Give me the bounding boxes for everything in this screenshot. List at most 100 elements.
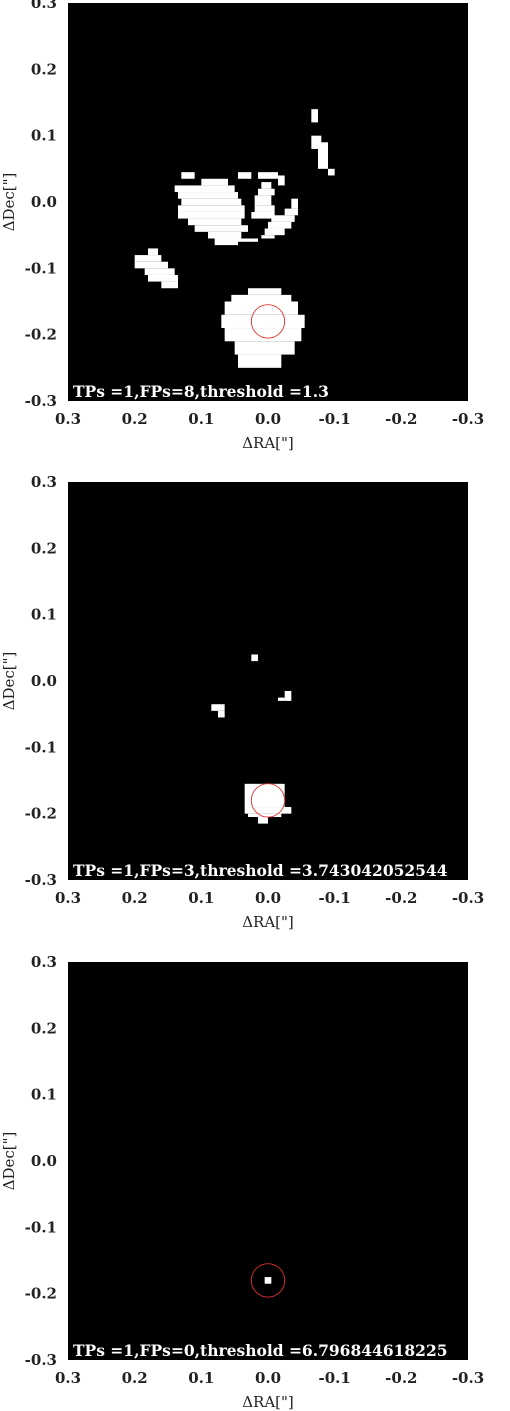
x-tick-label: -0.3	[452, 1369, 484, 1387]
mask-pixel-region	[251, 654, 258, 661]
subplot-1: 0.3 0.2 0.1 0.0 -0.1 -0.2 -0.30.30.20.10.0-0.1…	[0, 0, 484, 452]
y-tick-label: -0.1	[25, 1218, 57, 1236]
x-tick-label: 0.1	[188, 410, 214, 428]
mask-pixel-region	[238, 355, 281, 368]
mask-pixel-region	[225, 302, 298, 315]
mask-pixel-region	[278, 698, 285, 701]
mask-pixel-region	[221, 315, 304, 328]
y-tick-label: 0.0	[31, 1152, 57, 1170]
x-tick-label: -0.2	[385, 1369, 417, 1387]
x-tick-label: 0.3	[55, 1369, 81, 1387]
mask-pixel-region	[261, 235, 274, 238]
mask-pixel-region	[208, 232, 241, 239]
mask-pixel-region	[195, 225, 248, 232]
x-tick-label: 0.1	[188, 1369, 214, 1387]
mask-pixel-region	[181, 199, 241, 206]
detection-summary-label: TPs =1,FPs=3,threshold =3.743042052544	[73, 861, 448, 880]
x-tick-label: -0.3	[452, 889, 484, 907]
subplot-3: 0.3 0.2 0.1 0.0 -0.1 -0.2 -0.30.30.20.10.0-0.1…	[0, 953, 484, 1411]
mask-pixel-region	[235, 341, 295, 354]
mask-pixel-region	[215, 238, 238, 245]
mask-pixel-region	[225, 328, 302, 341]
x-tick-label: 0.2	[122, 1369, 148, 1387]
y-tick-label: -0.1	[25, 738, 57, 756]
mask-pixel-region	[271, 215, 294, 222]
mask-pixel-region	[231, 295, 291, 302]
mask-pixel-region	[238, 172, 251, 179]
mask-pixel-region	[145, 268, 175, 275]
mask-pixel-region	[258, 817, 268, 824]
mask-pixel-region	[251, 212, 274, 219]
mask-pixel-region	[285, 209, 298, 216]
x-tick-label: 0.3	[55, 410, 81, 428]
mask-pixel-region	[238, 238, 258, 241]
y-tick-label: -0.2	[25, 1285, 57, 1303]
x-axis-label: ΔRA["]	[242, 1393, 294, 1411]
x-tick-label: -0.2	[385, 889, 417, 907]
y-tick-label: 0.2	[31, 60, 57, 78]
y-tick-label: -0.1	[25, 259, 57, 277]
y-tick-label: 0.3	[31, 473, 57, 491]
y-tick-label: -0.3	[25, 871, 57, 889]
y-tick-label: 0.1	[31, 127, 57, 145]
x-tick-label: -0.2	[385, 410, 417, 428]
mask-pixel-region	[178, 205, 245, 212]
mask-pixel-region	[268, 222, 291, 229]
mask-pixel-region	[181, 172, 194, 179]
subplot-2: 0.3 0.2 0.1 0.0 -0.1 -0.2 -0.30.30.20.10.0-0.1…	[0, 473, 484, 931]
mask-pixel-region	[178, 212, 245, 219]
mask-pixel-region	[148, 248, 158, 255]
y-tick-label: 0.3	[31, 953, 57, 971]
y-tick-label: -0.2	[25, 805, 57, 823]
y-axis-label: ΔDec["]	[0, 173, 18, 232]
mask-pixel-region	[188, 219, 241, 226]
x-tick-label: 0.1	[188, 889, 214, 907]
x-tick-label: -0.1	[319, 410, 351, 428]
y-tick-label: -0.3	[25, 1351, 57, 1369]
mask-pixel-region	[255, 195, 272, 205]
y-tick-label: 0.1	[31, 606, 57, 624]
mask-pixel-region	[175, 185, 235, 192]
y-tick-label: 0.3	[31, 0, 57, 12]
x-tick-label: 0.0	[255, 889, 281, 907]
mask-pixel-region	[161, 282, 178, 289]
y-tick-label: 0.2	[31, 1019, 57, 1037]
mask-pixel-region	[255, 205, 275, 212]
mask-pixel-region	[201, 179, 228, 186]
mask-pixel-region	[258, 172, 278, 179]
image-background	[68, 962, 468, 1360]
x-tick-label: 0.2	[122, 410, 148, 428]
detection-summary-label: TPs =1,FPs=8,threshold =1.3	[73, 382, 329, 401]
mask-pixel-region	[318, 142, 328, 169]
mask-pixel-region	[285, 691, 292, 701]
x-axis-label: ΔRA["]	[242, 913, 294, 931]
mask-pixel-region	[311, 109, 318, 122]
x-tick-label: 0.0	[255, 1369, 281, 1387]
x-tick-label: 0.0	[255, 410, 281, 428]
mask-pixel-region	[135, 262, 168, 269]
mask-pixel-region	[278, 175, 285, 185]
mask-pixel-region	[135, 255, 162, 262]
mask-pixel-region	[148, 275, 178, 282]
mask-pixel-region	[211, 704, 224, 711]
y-tick-label: 0.0	[31, 672, 57, 690]
mask-pixel-region	[328, 169, 335, 176]
mask-pixel-region	[248, 288, 281, 295]
mask-pixel-region	[261, 182, 271, 189]
x-tick-label: 0.3	[55, 889, 81, 907]
x-tick-label: 0.2	[122, 889, 148, 907]
x-tick-label: -0.1	[319, 889, 351, 907]
x-tick-label: -0.3	[452, 410, 484, 428]
x-tick-label: -0.1	[319, 1369, 351, 1387]
y-axis-label: ΔDec["]	[0, 1132, 18, 1191]
y-axis-label: ΔDec["]	[0, 652, 18, 711]
mask-pixel-region	[178, 192, 238, 199]
mask-pixel-region	[258, 189, 275, 196]
y-tick-label: 0.2	[31, 539, 57, 557]
y-tick-label: 0.0	[31, 193, 57, 211]
y-tick-label: -0.3	[25, 392, 57, 410]
mask-pixel-region	[218, 711, 225, 718]
mask-pixel-region	[291, 199, 298, 209]
x-axis-label: ΔRA["]	[242, 434, 294, 452]
mask-pixel-region	[265, 229, 285, 236]
